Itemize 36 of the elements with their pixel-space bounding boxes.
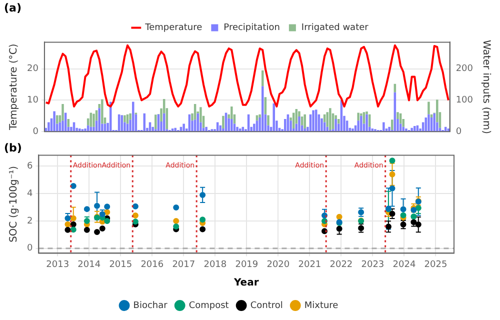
x-tick-label: 2017 (172, 260, 196, 270)
x-tick-label: 2019 (235, 260, 258, 270)
y-tick-label: 20 (27, 64, 39, 74)
y-axis-title: Temperature (°C) (8, 44, 20, 132)
x-tick-label: 2014 (78, 260, 101, 270)
x-tick-label: 2020 (266, 260, 290, 270)
y2-tick-label: 0 (456, 126, 462, 137)
x-tick-label: 2016 (140, 260, 164, 270)
x-tick-label: 2022 (330, 260, 353, 270)
x-tick-label: 2015 (109, 260, 132, 270)
legend-label: Precipitation (224, 23, 280, 34)
legend-label: Compost (188, 300, 230, 311)
x-tick-label: 2021 (298, 260, 322, 270)
legend-label: Temperature (144, 23, 203, 34)
chart-title: (a) (4, 1, 22, 14)
y-tick-label: 4 (26, 188, 33, 199)
y-tick-label: 10 (27, 96, 39, 106)
legend-label: Biochar (133, 300, 168, 311)
legend-label: Irrigated water (301, 23, 369, 34)
legend-label: Mixture (304, 300, 339, 311)
x-tick-label: 2023 (361, 260, 384, 270)
y-tick-label: 0 (26, 244, 33, 254)
y2-tick-label: 200 (456, 64, 474, 74)
x-tick-label: 2018 (204, 260, 227, 270)
y2-axis-title: Water inputs (mm) (480, 40, 492, 134)
y-tick-label: 6 (26, 162, 33, 172)
y-axis-title: SOC (g·100g⁻¹) (8, 166, 20, 242)
y2-tick-label: 100 (456, 96, 474, 106)
x-tick-label: 2024 (392, 260, 416, 270)
x-axis-title: Year (232, 278, 259, 289)
y-tick-label: 0 (32, 126, 39, 137)
x-tick-label: 2025 (424, 260, 448, 270)
chart-title: (b) (4, 141, 22, 154)
y-tick-label: 2 (26, 216, 33, 226)
legend-label: Control (250, 300, 283, 311)
x-tick-label: 2013 (46, 260, 70, 270)
